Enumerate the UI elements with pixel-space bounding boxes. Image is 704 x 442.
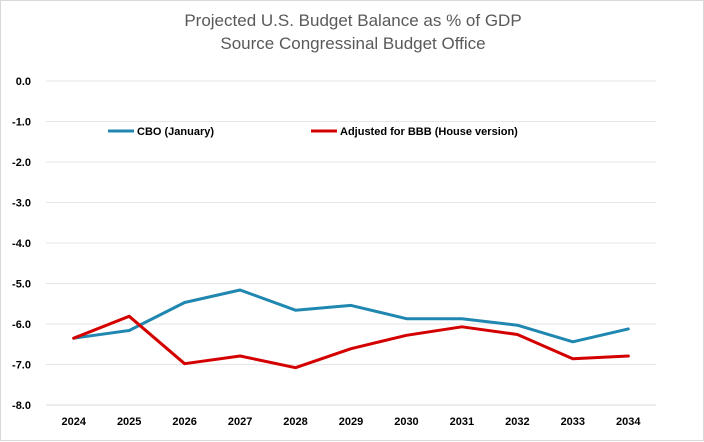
x-tick-label: 2024 — [61, 416, 86, 428]
y-tick-label: -8.0 — [12, 400, 31, 412]
legend-label-2: Adjusted for BBB (House version) — [340, 126, 518, 138]
x-tick-label: 2032 — [505, 416, 529, 428]
y-tick-label: -6.0 — [12, 319, 31, 331]
x-tick-label: 2031 — [450, 416, 474, 428]
x-tick-label: 2026 — [172, 416, 196, 428]
y-tick-label: 0.0 — [16, 76, 31, 88]
y-tick-label: -4.0 — [12, 238, 31, 250]
chart-title-block: Projected U.S. Budget Balance as % of GD… — [1, 9, 704, 55]
y-tick-label: -2.0 — [12, 157, 31, 169]
legend-label-1: CBO (January) — [137, 126, 214, 138]
y-tick-label: -3.0 — [12, 198, 31, 210]
x-tick-label: 2028 — [283, 416, 307, 428]
series-line-1 — [72, 288, 630, 344]
x-tick-label: 2030 — [394, 416, 418, 428]
x-tick-label: 2025 — [117, 416, 141, 428]
y-tick-label: -7.0 — [12, 360, 31, 372]
chart-subtitle: Source Congressinal Budget Office — [220, 34, 486, 53]
chart-title: Projected U.S. Budget Balance as % of GD… — [184, 11, 522, 30]
y-tick-label: -1.0 — [12, 117, 31, 129]
x-tick-label: 2034 — [616, 416, 641, 428]
x-tick-label: 2033 — [561, 416, 585, 428]
x-tick-label: 2029 — [339, 416, 363, 428]
x-tick-label: 2027 — [228, 416, 252, 428]
y-tick-label: -5.0 — [12, 279, 31, 291]
series-line-2 — [72, 314, 630, 370]
